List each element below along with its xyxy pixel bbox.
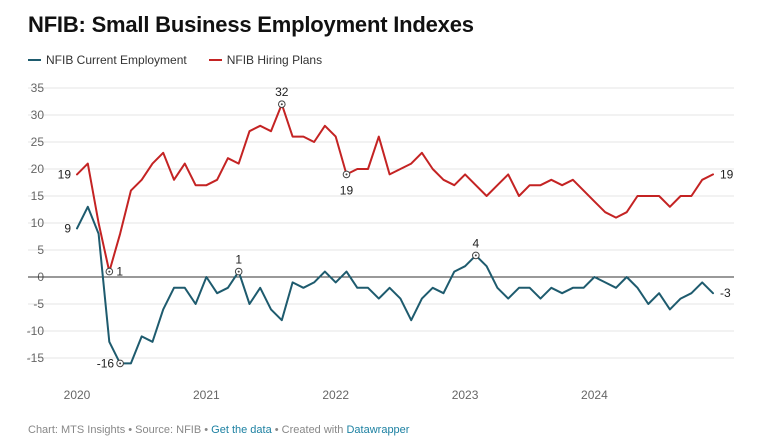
y-tick-label: 35 xyxy=(31,81,45,95)
data-label-current: -3 xyxy=(720,286,731,300)
legend-item-hiring-plans: NFIB Hiring Plans xyxy=(208,53,323,67)
annotation-marker-dot-hiring xyxy=(280,103,283,106)
y-tick-label: 30 xyxy=(31,108,45,122)
legend-item-current-employment: NFIB Current Employment xyxy=(28,53,187,67)
annotation-marker-dot-current xyxy=(237,270,240,273)
series-line-hiring-plans xyxy=(76,103,714,273)
data-label-hiring: 19 xyxy=(720,167,734,181)
x-tick-label: 2020 xyxy=(64,388,91,402)
y-tick-label: -10 xyxy=(27,324,45,338)
data-label-current: 4 xyxy=(472,236,479,250)
x-tick-label: 2023 xyxy=(452,388,479,402)
legend-label-current: NFIB Current Employment xyxy=(46,53,187,67)
legend-swatch-hiring xyxy=(208,59,222,61)
annotation-marker-dot-current xyxy=(474,254,477,257)
data-label-current: 9 xyxy=(64,221,71,235)
data-label-hiring: 19 xyxy=(340,183,354,197)
footer: Chart: MTS Insights • Source: NFIB • Get… xyxy=(28,424,409,436)
data-label-current: 1 xyxy=(235,253,242,267)
footer-created-with: • Created with xyxy=(271,424,347,436)
x-tick-label: 2022 xyxy=(322,388,349,402)
data-label-hiring: 19 xyxy=(58,167,72,181)
y-tick-label: 25 xyxy=(31,135,45,149)
x-tick-label: 2024 xyxy=(581,388,608,402)
legend-label-hiring: NFIB Hiring Plans xyxy=(226,53,323,67)
x-tick-label: 2021 xyxy=(193,388,220,402)
annotation-marker-dot-hiring xyxy=(345,173,348,176)
legend-swatch-current xyxy=(28,59,41,61)
get-the-data-link[interactable]: Get the data xyxy=(211,424,272,436)
annotation-marker-dot-current xyxy=(119,362,122,365)
series-line-current-employment xyxy=(76,205,714,365)
y-tick-label: 10 xyxy=(31,216,45,230)
y-tick-label: -15 xyxy=(27,351,45,365)
y-tick-label: 20 xyxy=(31,162,45,176)
y-tick-label: 15 xyxy=(31,189,45,203)
data-label-current: -16 xyxy=(97,356,115,370)
data-label-hiring: 32 xyxy=(275,85,289,99)
data-label-hiring: 1 xyxy=(116,265,123,279)
y-tick-label: 5 xyxy=(37,243,44,257)
legend: NFIB Current Employment NFIB Hiring Plan… xyxy=(28,53,344,67)
annotation-marker-dot-hiring xyxy=(108,270,111,273)
footer-credits: Chart: MTS Insights • Source: NFIB • xyxy=(28,424,212,436)
y-tick-label: -5 xyxy=(33,297,44,311)
chart-title: NFIB: Small Business Employment Indexes xyxy=(28,12,474,37)
datawrapper-link[interactable]: Datawrapper xyxy=(346,424,410,436)
